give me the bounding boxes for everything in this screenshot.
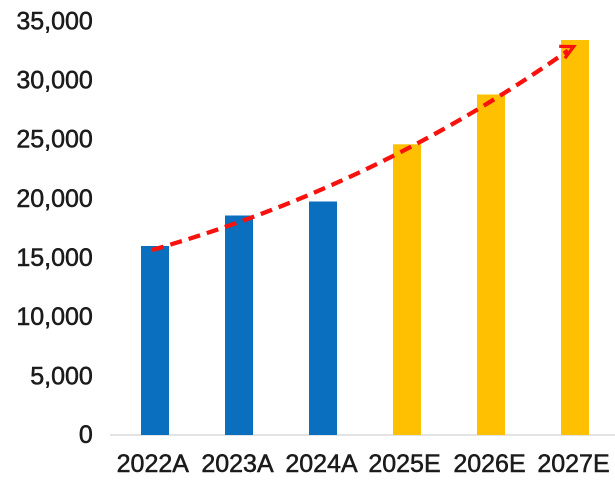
svg-text:20,000: 20,000 bbox=[16, 185, 92, 213]
svg-text:2023A: 2023A bbox=[201, 450, 274, 478]
svg-text:2022A: 2022A bbox=[117, 450, 190, 478]
svg-text:2025E: 2025E bbox=[368, 450, 440, 478]
svg-text:30,000: 30,000 bbox=[16, 67, 92, 95]
svg-text:2026E: 2026E bbox=[453, 450, 525, 478]
svg-text:35,000: 35,000 bbox=[16, 7, 92, 35]
svg-text:2024A: 2024A bbox=[285, 450, 358, 478]
svg-text:5,000: 5,000 bbox=[30, 362, 93, 390]
svg-text:15,000: 15,000 bbox=[16, 244, 92, 272]
svg-text:10,000: 10,000 bbox=[16, 303, 92, 331]
svg-text:25,000: 25,000 bbox=[16, 126, 92, 154]
svg-text:0: 0 bbox=[79, 421, 93, 449]
svg-text:2027E: 2027E bbox=[537, 450, 609, 478]
